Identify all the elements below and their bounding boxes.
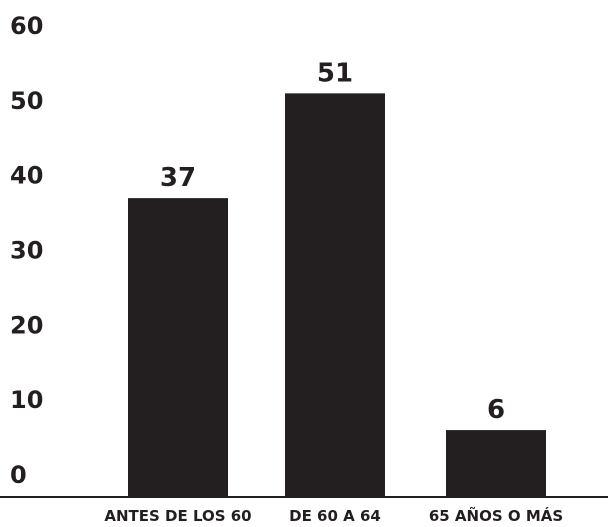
y-tick-label-0: 0 [10, 461, 27, 489]
bars [128, 93, 546, 497]
y-tick-label-50: 50 [10, 87, 43, 115]
y-tick-label-40: 40 [10, 162, 43, 190]
y-tick-label-20: 20 [10, 311, 43, 339]
bar-3 [446, 430, 546, 497]
y-axis-ticks: 0 10 20 30 40 50 60 [10, 12, 43, 489]
data-label-3: 6 [487, 395, 505, 425]
y-tick-label-60: 60 [10, 12, 43, 40]
bar-1 [128, 198, 228, 497]
x-axis-category-labels: ANTES DE LOS 60 DE 60 A 64 65 AÑOS O MÁS [104, 506, 563, 525]
data-label-1: 37 [160, 163, 196, 193]
category-label-1: ANTES DE LOS 60 [104, 507, 251, 525]
category-label-3: 65 AÑOS O MÁS [429, 506, 563, 525]
bar-2 [285, 93, 385, 497]
category-label-2: DE 60 A 64 [289, 507, 381, 525]
data-label-2: 51 [317, 58, 353, 88]
data-labels: 37 51 6 [160, 58, 505, 425]
y-tick-label-10: 10 [10, 386, 43, 414]
y-tick-label-30: 30 [10, 237, 43, 265]
